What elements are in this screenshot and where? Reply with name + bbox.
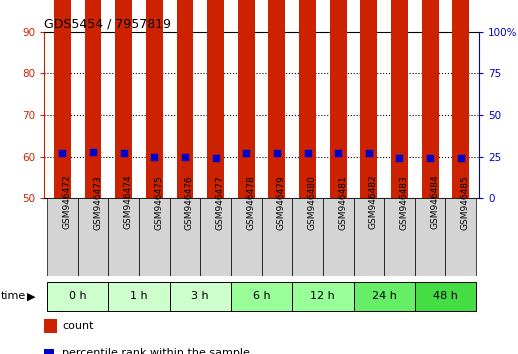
Point bbox=[395, 155, 404, 161]
FancyBboxPatch shape bbox=[353, 198, 384, 276]
Bar bbox=[207, 0, 224, 198]
Point bbox=[304, 150, 312, 156]
FancyBboxPatch shape bbox=[108, 282, 170, 311]
Text: GSM946473: GSM946473 bbox=[93, 175, 102, 229]
Text: 48 h: 48 h bbox=[433, 291, 458, 301]
Point bbox=[58, 150, 66, 156]
FancyBboxPatch shape bbox=[415, 198, 445, 276]
Text: GSM946475: GSM946475 bbox=[154, 175, 163, 229]
Bar bbox=[84, 0, 102, 198]
Bar bbox=[177, 0, 193, 198]
Point bbox=[181, 154, 189, 159]
Point bbox=[365, 150, 373, 156]
Text: GSM946483: GSM946483 bbox=[399, 175, 409, 229]
Text: GSM946485: GSM946485 bbox=[461, 175, 470, 229]
FancyBboxPatch shape bbox=[170, 198, 200, 276]
Text: GSM946477: GSM946477 bbox=[215, 175, 225, 229]
Text: GSM946478: GSM946478 bbox=[246, 175, 255, 229]
FancyBboxPatch shape bbox=[78, 198, 108, 276]
Point bbox=[334, 150, 342, 156]
Point bbox=[89, 149, 97, 154]
Bar bbox=[452, 0, 469, 198]
Bar bbox=[54, 0, 71, 198]
Text: GSM946474: GSM946474 bbox=[124, 175, 133, 229]
Text: GSM946481: GSM946481 bbox=[338, 175, 347, 229]
Point bbox=[457, 155, 465, 161]
FancyBboxPatch shape bbox=[47, 282, 108, 311]
Text: GSM946480: GSM946480 bbox=[308, 175, 316, 229]
Text: 6 h: 6 h bbox=[253, 291, 270, 301]
Text: 3 h: 3 h bbox=[192, 291, 209, 301]
FancyBboxPatch shape bbox=[292, 198, 323, 276]
FancyBboxPatch shape bbox=[415, 282, 476, 311]
Text: 1 h: 1 h bbox=[130, 291, 148, 301]
FancyBboxPatch shape bbox=[384, 198, 415, 276]
FancyBboxPatch shape bbox=[231, 198, 262, 276]
FancyBboxPatch shape bbox=[139, 198, 170, 276]
Text: GSM946484: GSM946484 bbox=[430, 175, 439, 229]
Bar bbox=[146, 0, 163, 198]
Point bbox=[120, 150, 128, 156]
Point bbox=[150, 154, 159, 159]
Text: 0 h: 0 h bbox=[69, 291, 87, 301]
Text: GSM946482: GSM946482 bbox=[369, 175, 378, 229]
FancyBboxPatch shape bbox=[231, 282, 292, 311]
FancyBboxPatch shape bbox=[170, 282, 231, 311]
Point bbox=[273, 150, 281, 156]
Bar bbox=[116, 0, 132, 198]
FancyBboxPatch shape bbox=[353, 282, 415, 311]
Text: time: time bbox=[1, 291, 26, 301]
FancyBboxPatch shape bbox=[47, 198, 78, 276]
Bar bbox=[330, 0, 347, 198]
Text: GDS5454 / 7957819: GDS5454 / 7957819 bbox=[44, 18, 171, 31]
FancyBboxPatch shape bbox=[262, 198, 292, 276]
Bar bbox=[299, 0, 316, 198]
Text: GSM946472: GSM946472 bbox=[62, 175, 71, 229]
Text: ▶: ▶ bbox=[27, 291, 35, 301]
Text: GSM946479: GSM946479 bbox=[277, 175, 286, 229]
Text: count: count bbox=[62, 321, 94, 331]
Text: GSM946476: GSM946476 bbox=[185, 175, 194, 229]
Bar bbox=[268, 0, 285, 198]
Bar bbox=[422, 0, 439, 198]
FancyBboxPatch shape bbox=[323, 198, 353, 276]
Bar bbox=[361, 0, 377, 198]
Bar bbox=[391, 0, 408, 198]
Point bbox=[211, 155, 220, 161]
FancyBboxPatch shape bbox=[292, 282, 353, 311]
Text: percentile rank within the sample: percentile rank within the sample bbox=[62, 348, 250, 354]
Point bbox=[426, 155, 434, 161]
FancyBboxPatch shape bbox=[200, 198, 231, 276]
FancyBboxPatch shape bbox=[108, 198, 139, 276]
Bar bbox=[238, 0, 255, 198]
FancyBboxPatch shape bbox=[445, 198, 476, 276]
Point bbox=[242, 150, 250, 156]
Text: 24 h: 24 h bbox=[372, 291, 397, 301]
Text: 12 h: 12 h bbox=[310, 291, 335, 301]
